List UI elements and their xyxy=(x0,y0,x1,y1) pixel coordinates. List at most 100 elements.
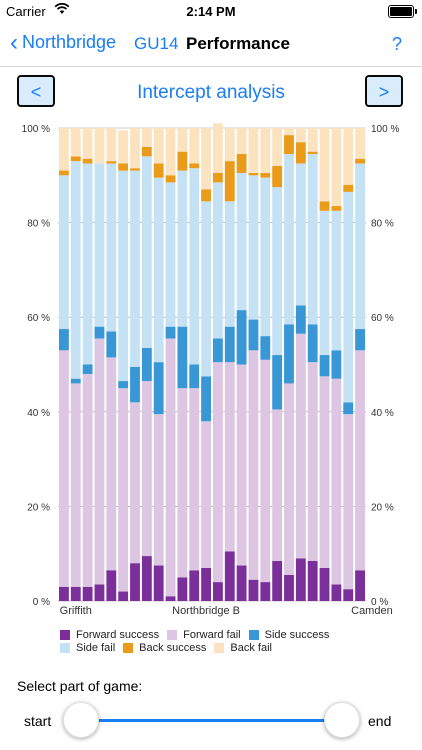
bar-segment-forward-fail xyxy=(189,388,200,571)
legend-label: Back fail xyxy=(230,641,272,654)
bar-segment-forward-fail xyxy=(248,350,259,580)
bar-segment-forward-success xyxy=(201,567,211,601)
legend-entry: Side fail xyxy=(60,641,115,654)
bar-segment-side-fail xyxy=(236,172,247,311)
bar-segment-side-fail xyxy=(355,163,365,330)
bar-segment-side-success xyxy=(82,364,93,374)
bar-segment-back-success xyxy=(284,135,294,155)
bar-segment-back-success xyxy=(177,151,188,171)
bar-segment-forward-fail xyxy=(307,362,318,561)
help-button[interactable]: ? xyxy=(391,34,402,54)
previous-button[interactable]: < xyxy=(17,75,55,107)
bar-segment-side-success xyxy=(118,381,129,389)
bar-segment-back-fail xyxy=(260,128,271,173)
slider-label: Select part of game: xyxy=(17,678,143,694)
bar-segment-back-success xyxy=(355,158,365,164)
range-slider-end-thumb[interactable] xyxy=(324,702,360,738)
bar-segment-forward-success xyxy=(272,560,283,601)
next-button[interactable]: > xyxy=(365,75,403,107)
bar-segment-back-success xyxy=(295,142,306,164)
bar-segment-forward-success xyxy=(82,586,93,601)
bar-segment-side-fail xyxy=(201,201,211,377)
y-tick-label-left: 20 % xyxy=(27,502,50,513)
bar-segment-back-success xyxy=(331,206,342,211)
navigation-bar: ‹ Northbridge GU14 Performance ? xyxy=(0,22,422,67)
bar-segment-forward-success xyxy=(355,570,365,601)
bar-segment-back-success xyxy=(118,163,129,171)
bar-segment-side-success xyxy=(153,362,164,415)
legend-label: Forward fail xyxy=(183,628,241,641)
bar-segment-forward-fail xyxy=(236,364,247,566)
bar-segment-side-fail xyxy=(106,163,117,332)
bar-segment-forward-fail xyxy=(295,333,306,559)
bar-segment-side-fail xyxy=(82,163,93,365)
bar-segment-forward-fail xyxy=(94,338,105,585)
bar-segment-back-fail xyxy=(59,128,69,171)
bar-segment-back-fail xyxy=(331,128,342,207)
y-tick-label-right: 60 % xyxy=(371,313,394,324)
bar-segment-side-success xyxy=(213,338,223,363)
legend-swatch xyxy=(60,642,70,653)
y-tick-label-right: 100 % xyxy=(371,124,399,135)
bar-segment-side-success xyxy=(201,376,211,422)
back-button[interactable]: ‹ Northbridge xyxy=(10,30,117,54)
bar-segment-side-success xyxy=(355,329,365,351)
bar-segment-back-fail xyxy=(201,128,211,190)
bar-segment-side-fail xyxy=(177,170,188,327)
bar-segment-back-success xyxy=(189,163,200,169)
bar-segment-forward-success xyxy=(141,556,152,601)
bar-segment-forward-success xyxy=(213,582,223,601)
x-tick-label: Griffith xyxy=(60,605,92,617)
y-tick-label-right: 0 % xyxy=(371,597,388,608)
bar-segment-back-fail xyxy=(177,128,188,152)
bar-segment-back-fail xyxy=(248,128,259,173)
bar-segment-forward-success xyxy=(165,596,176,601)
bar-segment-forward-fail xyxy=(224,362,235,552)
bar-segment-side-fail xyxy=(118,170,129,382)
status-bar: Carrier 2:14 PM xyxy=(0,0,422,22)
intercept-chart: 0 % 0 % 20 % 20 % 40 % 40 % 60 % 60 % 80 % 80 % 10… xyxy=(22,123,399,617)
bar-segment-back-success xyxy=(260,172,271,178)
bar-segment-forward-fail xyxy=(165,338,176,597)
bar-segment-side-success xyxy=(141,347,152,382)
bar-segment-side-success xyxy=(331,350,342,379)
bar-segment-back-fail xyxy=(213,123,223,173)
legend-swatch xyxy=(214,642,225,653)
bar-segment-back-success xyxy=(82,158,93,164)
back-label: Northbridge xyxy=(22,32,117,52)
range-slider-track[interactable] xyxy=(82,719,340,722)
y-tick-label-left: 0 % xyxy=(33,597,50,608)
bar-segment-side-success xyxy=(59,329,69,351)
bar-segment-forward-success xyxy=(224,551,235,601)
bar-segment-forward-fail xyxy=(260,359,271,583)
bar-segment-back-fail xyxy=(82,128,93,159)
wifi-icon xyxy=(54,2,70,18)
bar-segment-forward-fail xyxy=(201,421,211,568)
bar-segment-forward-fail xyxy=(141,381,152,557)
bar-segment-back-success xyxy=(224,161,235,202)
bar-segment-back-success xyxy=(213,172,223,183)
bar-segment-back-fail xyxy=(319,128,330,202)
legend-label: Back success xyxy=(139,641,207,654)
bar-segment-side-success xyxy=(295,305,306,334)
bar-segment-forward-success xyxy=(153,565,164,601)
bar-segment-forward-fail xyxy=(82,373,93,587)
bar-segment-side-fail xyxy=(319,210,330,356)
legend-swatch xyxy=(123,642,134,653)
bar-segment-back-success xyxy=(272,165,283,188)
bar-segment-back-fail xyxy=(224,128,235,162)
bar-segment-side-success xyxy=(189,364,200,389)
bar-segment-forward-fail xyxy=(153,414,164,566)
bar-segment-forward-success xyxy=(130,563,140,601)
range-slider-start-thumb[interactable] xyxy=(63,702,99,738)
bar-segment-forward-fail xyxy=(70,383,81,587)
bar-segment-side-fail xyxy=(141,156,152,348)
bar-segment-forward-fail xyxy=(177,388,188,578)
chart-legend: Forward success Forward fail Side success S… xyxy=(60,628,337,654)
bar-segment-back-fail xyxy=(343,128,354,185)
bar-segment-forward-fail xyxy=(331,378,342,585)
legend-label: Forward success xyxy=(76,628,160,641)
bar-segment-back-fail xyxy=(94,128,105,164)
legend-entry: Forward fail xyxy=(167,628,241,641)
legend-row: Side fail Back success Back fail xyxy=(60,641,337,654)
